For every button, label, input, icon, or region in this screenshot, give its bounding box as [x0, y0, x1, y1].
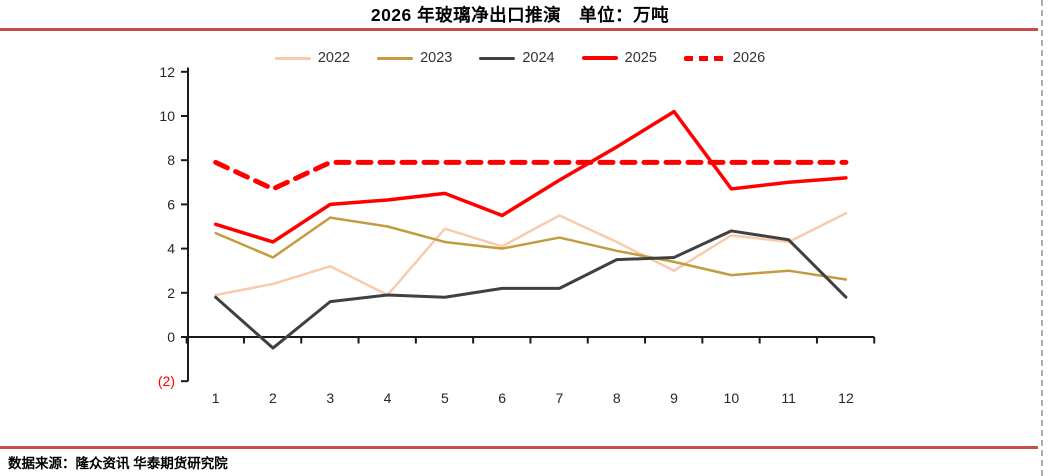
- series-line-2025: [213, 109, 848, 244]
- x-tick-label: 12: [838, 390, 854, 406]
- series-line-2024: [214, 229, 848, 350]
- series-line-2026: [213, 159, 849, 192]
- y-tick-label: (2): [158, 373, 175, 389]
- y-tick-label: 0: [167, 329, 175, 345]
- y-tick-label: 10: [159, 108, 175, 124]
- page-boundary-dashed-line: [1041, 0, 1043, 476]
- x-tick-label: 3: [326, 390, 334, 406]
- x-tick-label: 1: [212, 390, 220, 406]
- x-tick-label: 8: [613, 390, 621, 406]
- x-tick-label: 10: [724, 390, 740, 406]
- data-source: 数据来源：隆众资讯 华泰期货研究院: [8, 456, 228, 471]
- x-tick-label: 2: [269, 390, 277, 406]
- legend-swatch-2026: [683, 55, 726, 61]
- series-line-2022: [214, 211, 848, 297]
- legend-label-2024: 2024: [522, 50, 555, 66]
- legend-item-2025: 2025: [581, 50, 657, 66]
- legend-item-2022: 2022: [274, 50, 351, 66]
- legend-swatch-2022: [274, 56, 311, 60]
- x-tick-label: 4: [384, 390, 392, 406]
- legend-label-2026: 2026: [732, 50, 766, 66]
- chart-legend: 2022 2023 2024 2025 2026: [150, 48, 890, 68]
- x-tick-label: 11: [781, 390, 796, 406]
- y-tick-label: 2: [167, 285, 175, 301]
- legend-swatch-2024: [479, 56, 516, 60]
- legend-item-2024: 2024: [479, 50, 555, 66]
- legend-item-2023: 2023: [377, 50, 452, 66]
- legend-label-2022: 2022: [317, 50, 351, 66]
- y-tick-label: 12: [159, 64, 175, 80]
- legend-item-2026: 2026: [683, 50, 766, 66]
- x-tick-label: 9: [670, 390, 678, 406]
- y-tick-label: 8: [167, 152, 175, 168]
- series-line-2023: [214, 216, 848, 281]
- legend-label-2025: 2025: [624, 50, 657, 66]
- bottom-separator-line: [0, 446, 1038, 449]
- y-tick-label: 4: [167, 241, 175, 257]
- legend-label-2023: 2023: [420, 50, 453, 66]
- chart-title: 2026 年玻璃净出口推演 单位：万吨: [370, 5, 670, 25]
- x-tick-label: 5: [441, 390, 449, 406]
- y-tick-label: 6: [167, 196, 175, 212]
- top-separator-line: [0, 28, 1038, 31]
- legend-swatch-2023: [377, 56, 414, 60]
- legend-swatch-2025: [581, 56, 618, 60]
- x-tick-label: 7: [556, 390, 564, 406]
- x-tick-label: 6: [498, 390, 506, 406]
